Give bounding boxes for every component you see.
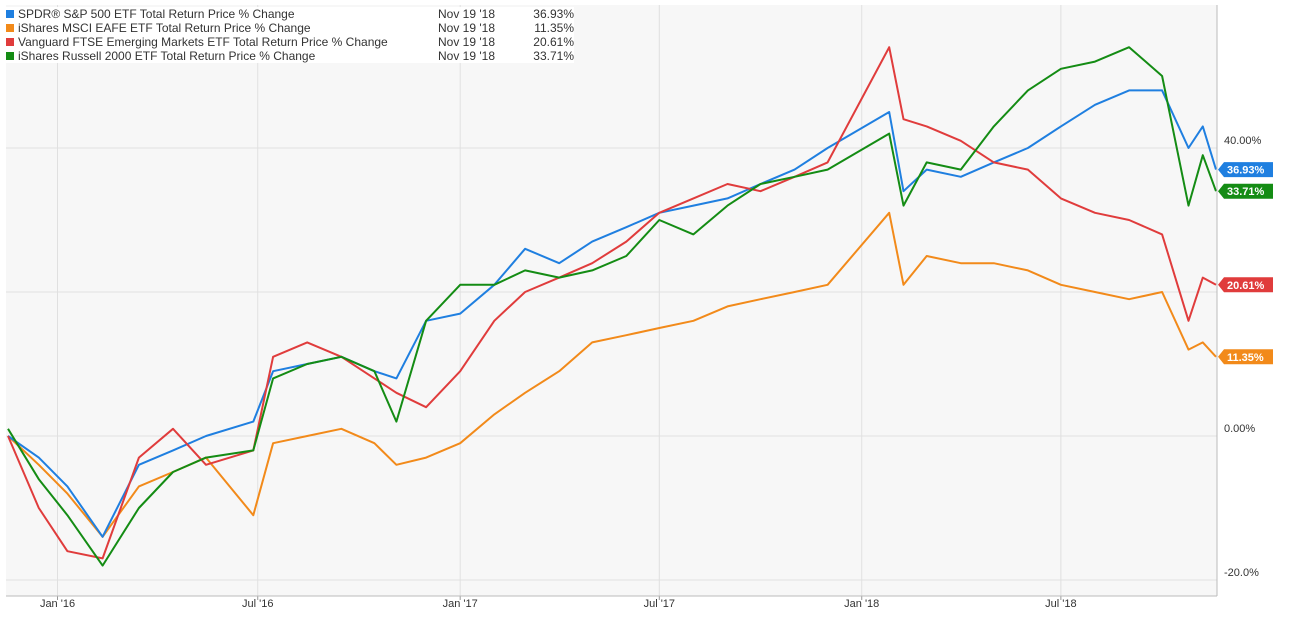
legend-date: Nov 19 '18	[438, 49, 495, 63]
end-value-tag-shape	[1218, 183, 1273, 199]
legend-item[interactable]: Vanguard FTSE Emerging Markets ETF Total…	[6, 35, 574, 49]
x-axis: Jan '16 Jul '16 Jan '17 Jul '17 Jan '18 Jul '…	[40, 596, 1077, 610]
end-value-tag-label: 36.93%	[1227, 165, 1265, 177]
end-value-tag: 36.93%	[1218, 162, 1273, 178]
series-lines	[7, 46, 1217, 567]
x-tick-label: Jan '16	[40, 598, 75, 610]
legend-value: 33.71%	[533, 49, 574, 63]
x-tick-label: Jul '18	[1045, 598, 1076, 610]
end-value-tag-label: 11.35%	[1227, 352, 1264, 364]
legend: SPDR® S&P 500 ETF Total Return Price % C…	[6, 7, 574, 63]
x-tick-label: Jan '18	[844, 598, 879, 610]
legend-swatch	[6, 52, 14, 60]
legend-item[interactable]: iShares MSCI EAFE ETF Total Return Price…	[6, 21, 574, 35]
y-axis: 40.00% 0.00% -20.0%	[1224, 135, 1262, 579]
end-value-tag: 11.35%	[1218, 349, 1273, 365]
series-line	[7, 46, 1217, 567]
y-tick-label: 0.00%	[1224, 423, 1255, 435]
end-value-tag-label: 20.61%	[1227, 280, 1265, 292]
series-line	[7, 46, 1217, 560]
legend-date: Nov 19 '18	[438, 21, 495, 35]
series-line	[7, 211, 1217, 538]
legend-series-name: iShares MSCI EAFE ETF Total Return Price…	[18, 21, 311, 35]
legend-value: 36.93%	[533, 7, 574, 21]
legend-swatch	[6, 24, 14, 32]
legend-item[interactable]: iShares Russell 2000 ETF Total Return Pr…	[6, 49, 574, 63]
legend-series-name: SPDR® S&P 500 ETF Total Return Price % C…	[18, 7, 295, 21]
x-tick-label: Jul '16	[242, 598, 273, 610]
y-tick-label: -20.0%	[1224, 567, 1259, 579]
end-value-tag-shape	[1218, 162, 1273, 178]
x-tick-label: Jul '17	[644, 598, 675, 610]
legend-date: Nov 19 '18	[438, 35, 495, 49]
legend-series-name: Vanguard FTSE Emerging Markets ETF Total…	[18, 35, 388, 49]
legend-swatch	[6, 38, 14, 46]
end-value-tag-shape	[1218, 349, 1273, 365]
x-tick-label: Jan '17	[443, 598, 478, 610]
end-value-tag-shape	[1218, 277, 1273, 293]
legend-value: 11.35%	[534, 21, 574, 35]
legend-swatch	[6, 10, 14, 18]
plot-area-background	[6, 5, 1217, 596]
legend-item[interactable]: SPDR® S&P 500 ETF Total Return Price % C…	[6, 7, 574, 21]
legend-series-name: iShares Russell 2000 ETF Total Return Pr…	[18, 49, 316, 63]
series-line	[7, 89, 1217, 538]
legend-date: Nov 19 '18	[438, 7, 495, 21]
legend-value: 20.61%	[533, 35, 574, 49]
y-tick-label: 40.00%	[1224, 135, 1262, 147]
end-value-tag: 20.61%	[1218, 277, 1273, 293]
end-value-labels: 36.93% 11.35% 20.61% 33.71%	[1218, 162, 1273, 365]
end-value-tag-label: 33.71%	[1227, 186, 1265, 198]
end-value-tag: 33.71%	[1218, 183, 1273, 199]
